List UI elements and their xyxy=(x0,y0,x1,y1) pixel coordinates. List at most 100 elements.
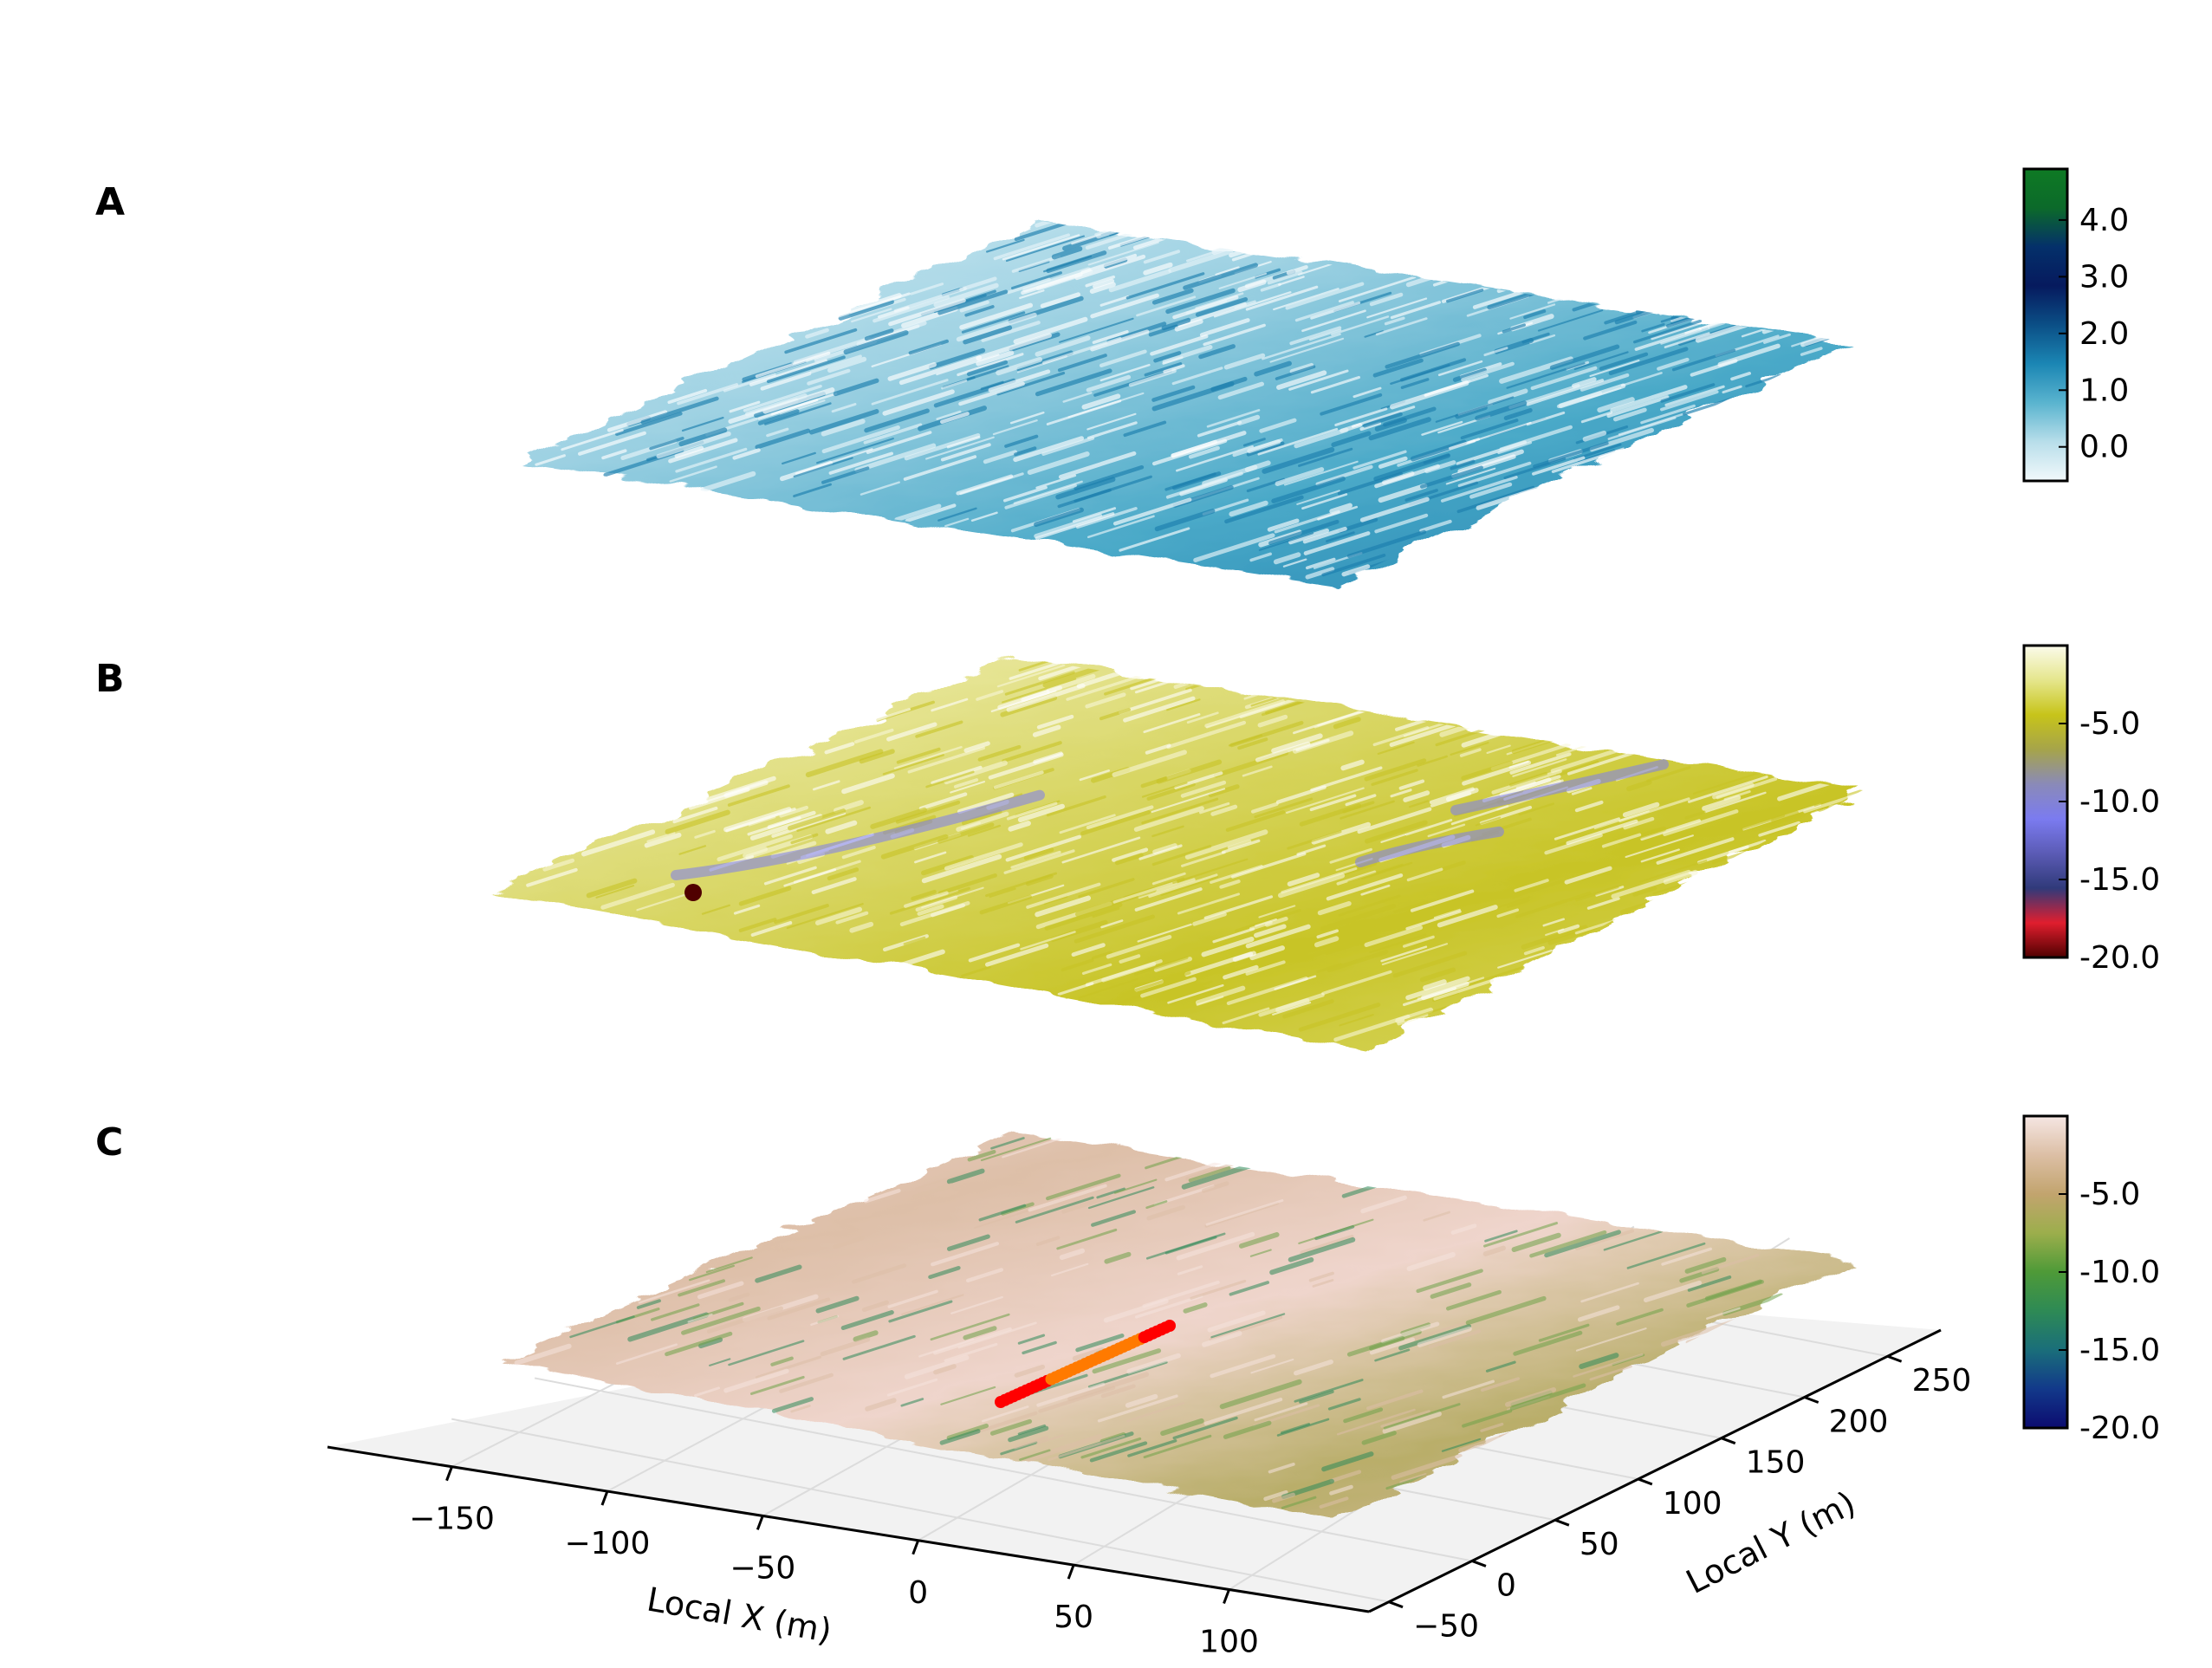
texture-streak xyxy=(766,355,846,384)
texture-streak xyxy=(788,808,847,831)
panel-c-survey-track xyxy=(995,1320,1176,1408)
texture-streak xyxy=(1826,1278,1850,1290)
texture-streak xyxy=(1278,276,1305,286)
texture-streak xyxy=(933,1327,1012,1355)
texture-streak xyxy=(805,328,829,339)
texture-streak xyxy=(1277,873,1346,899)
texture-streak xyxy=(1162,345,1213,364)
texture-streak xyxy=(790,833,819,845)
texture-streak xyxy=(1660,390,1719,412)
texture-streak xyxy=(1635,289,1703,315)
texture-streak xyxy=(1369,1335,1405,1351)
texture-streak xyxy=(586,878,638,899)
texture-streak xyxy=(946,1423,989,1440)
texture-streak xyxy=(1222,1007,1270,1025)
texture-streak xyxy=(1320,393,1383,416)
texture-streak xyxy=(688,787,750,810)
texture-streak xyxy=(1294,1360,1333,1376)
texture-streak xyxy=(1086,805,1154,830)
texture-streak xyxy=(1076,669,1127,689)
texture-streak xyxy=(1461,728,1510,748)
texture-streak xyxy=(1165,288,1236,315)
texture-streak xyxy=(1006,802,1058,821)
texture-streak xyxy=(1141,782,1188,798)
texture-streak xyxy=(970,511,998,522)
texture-streak xyxy=(1320,903,1397,931)
texture-streak xyxy=(854,443,937,473)
texture-streak xyxy=(749,359,828,386)
texture-streak xyxy=(1245,960,1286,976)
texture-streak xyxy=(1397,1013,1429,1026)
texture-streak xyxy=(1061,836,1141,864)
texture-streak xyxy=(1119,688,1192,715)
texture-streak xyxy=(1061,958,1094,972)
texture-streak xyxy=(1119,954,1141,964)
texture-streak xyxy=(1210,1353,1276,1379)
texture-streak xyxy=(886,1378,938,1397)
texture-streak xyxy=(1640,819,1702,841)
texture-streak xyxy=(1636,901,1711,928)
texture-streak xyxy=(1080,1437,1142,1459)
texture-streak xyxy=(1101,962,1157,983)
texture-streak xyxy=(1276,1418,1330,1437)
texture-streak xyxy=(1475,816,1502,827)
texture-streak xyxy=(1625,834,1694,859)
texture-streak xyxy=(811,877,857,894)
texture-streak xyxy=(1183,1302,1208,1314)
texture-streak xyxy=(1410,1321,1465,1341)
texture-streak xyxy=(1445,1289,1502,1311)
texture-streak xyxy=(1626,1242,1706,1269)
texture-streak xyxy=(1620,372,1663,387)
colorbar-tick-label: 0.0 xyxy=(2079,430,2129,465)
texture-streak xyxy=(939,412,970,425)
texture-streak xyxy=(986,238,1025,253)
texture-streak xyxy=(1303,531,1371,555)
colorbar-a-ticks: 0.0 1.0 2.0 3.0 4.0 xyxy=(2059,203,2129,465)
texture-streak xyxy=(1366,1389,1424,1411)
texture-streak xyxy=(1207,1310,1266,1333)
colorbar-b: -5.0 -10.0 -15.0 -20.0 xyxy=(2022,644,2160,976)
texture-streak xyxy=(1134,1295,1203,1319)
texture-streak xyxy=(1265,916,1288,927)
texture-streak xyxy=(1657,357,1690,371)
texture-streak xyxy=(1641,322,1665,333)
texture-streak xyxy=(1309,794,1357,812)
texture-streak xyxy=(1257,427,1339,456)
texture-streak xyxy=(1381,1321,1440,1344)
texture-streak xyxy=(1143,262,1173,276)
texture-streak xyxy=(1312,1278,1334,1288)
texture-streak xyxy=(1258,532,1314,551)
texture-streak xyxy=(1521,925,1588,950)
texture-streak xyxy=(614,412,683,437)
texture-streak xyxy=(1325,936,1378,956)
texture-streak xyxy=(1246,441,1285,457)
texture-streak xyxy=(903,936,926,945)
texture-streak xyxy=(1589,359,1640,377)
texture-streak xyxy=(1010,850,1061,869)
texture-streak xyxy=(1618,826,1667,846)
deep-feature xyxy=(1355,826,1504,867)
texture-streak xyxy=(1078,977,1138,999)
texture-streak xyxy=(1057,982,1094,996)
texture-streak xyxy=(1567,751,1635,776)
texture-streak xyxy=(793,457,853,478)
texture-streak xyxy=(1280,1423,1311,1434)
texture-streak xyxy=(966,365,1009,381)
texture-streak xyxy=(1137,923,1192,943)
texture-streak xyxy=(1329,847,1372,864)
texture-streak xyxy=(1036,714,1074,730)
texture-streak xyxy=(1215,266,1240,276)
texture-streak xyxy=(665,809,730,834)
texture-streak xyxy=(1202,1181,1229,1193)
texture-streak xyxy=(1151,825,1184,838)
texture-streak xyxy=(1475,400,1528,421)
colorbar-tick-label: -20.0 xyxy=(2079,940,2160,976)
texture-streak xyxy=(957,792,1015,815)
texture-streak xyxy=(894,503,942,522)
texture-streak xyxy=(812,780,840,791)
texture-streak xyxy=(1242,765,1273,777)
texture-streak xyxy=(1336,1408,1416,1436)
texture-streak xyxy=(1622,802,1660,818)
texture-streak xyxy=(1378,483,1428,503)
texture-streak xyxy=(864,408,930,433)
